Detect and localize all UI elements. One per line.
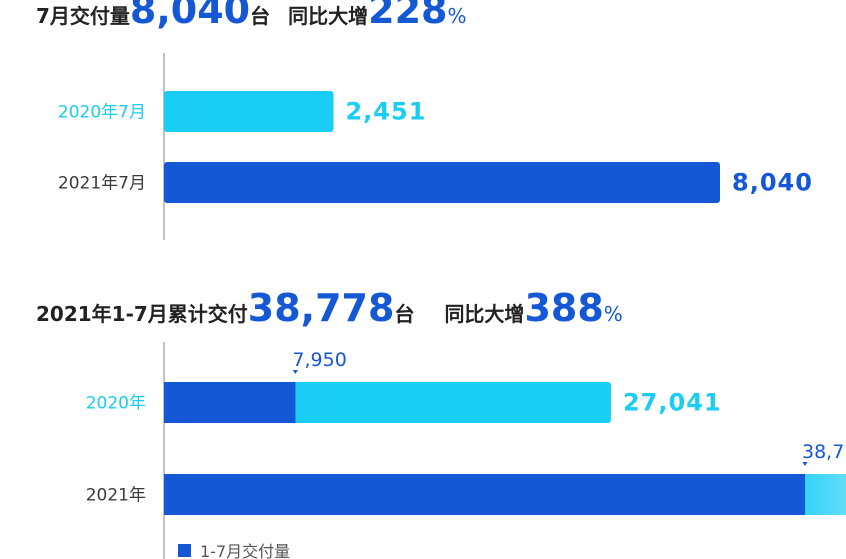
category-label: 2020年 (86, 394, 146, 414)
yoy-value: 228 (368, 0, 448, 32)
bar (164, 91, 334, 132)
segment-label: 38,778 (802, 441, 846, 463)
title-unit: 台 (394, 302, 415, 326)
value-label: 27,041 (623, 389, 722, 417)
yoy-label: 同比大增 (288, 4, 369, 28)
segment-marker (292, 370, 298, 374)
bar-segment (291, 382, 611, 423)
yoy-label: 同比大增 (444, 302, 525, 326)
bar-segment (164, 382, 296, 423)
monthly-delivery-title: 7月交付量8,040台 同比大增228% (36, 0, 466, 32)
value-label: 8,040 (732, 169, 813, 197)
yoy-value: 388 (524, 286, 604, 330)
cumulative-delivery-title: 2021年1-7月累计交付38,778台 同比大增388% (36, 286, 623, 330)
value-label: 2,451 (345, 98, 426, 126)
segment-label: 7,950 (292, 349, 346, 371)
segment-marker (802, 462, 808, 466)
title-prefix: 2021年1-7月累计交付 (36, 302, 248, 326)
legend-swatch (178, 544, 191, 557)
title-number: 38,778 (247, 286, 395, 330)
title-unit: 台 (250, 4, 271, 28)
bar-segment (164, 474, 805, 515)
title-number: 8,040 (129, 0, 251, 32)
bar-segment (801, 474, 846, 515)
category-label: 2021年 (86, 486, 146, 506)
title-prefix: 7月交付量 (36, 4, 130, 28)
bar (164, 162, 720, 203)
legend-label: 1-7月交付量 (200, 542, 290, 559)
category-label: 2020年7月 (58, 103, 146, 123)
category-label: 2021年7月 (58, 174, 146, 194)
percent-sign: % (603, 302, 623, 326)
percent-sign: % (447, 4, 467, 28)
